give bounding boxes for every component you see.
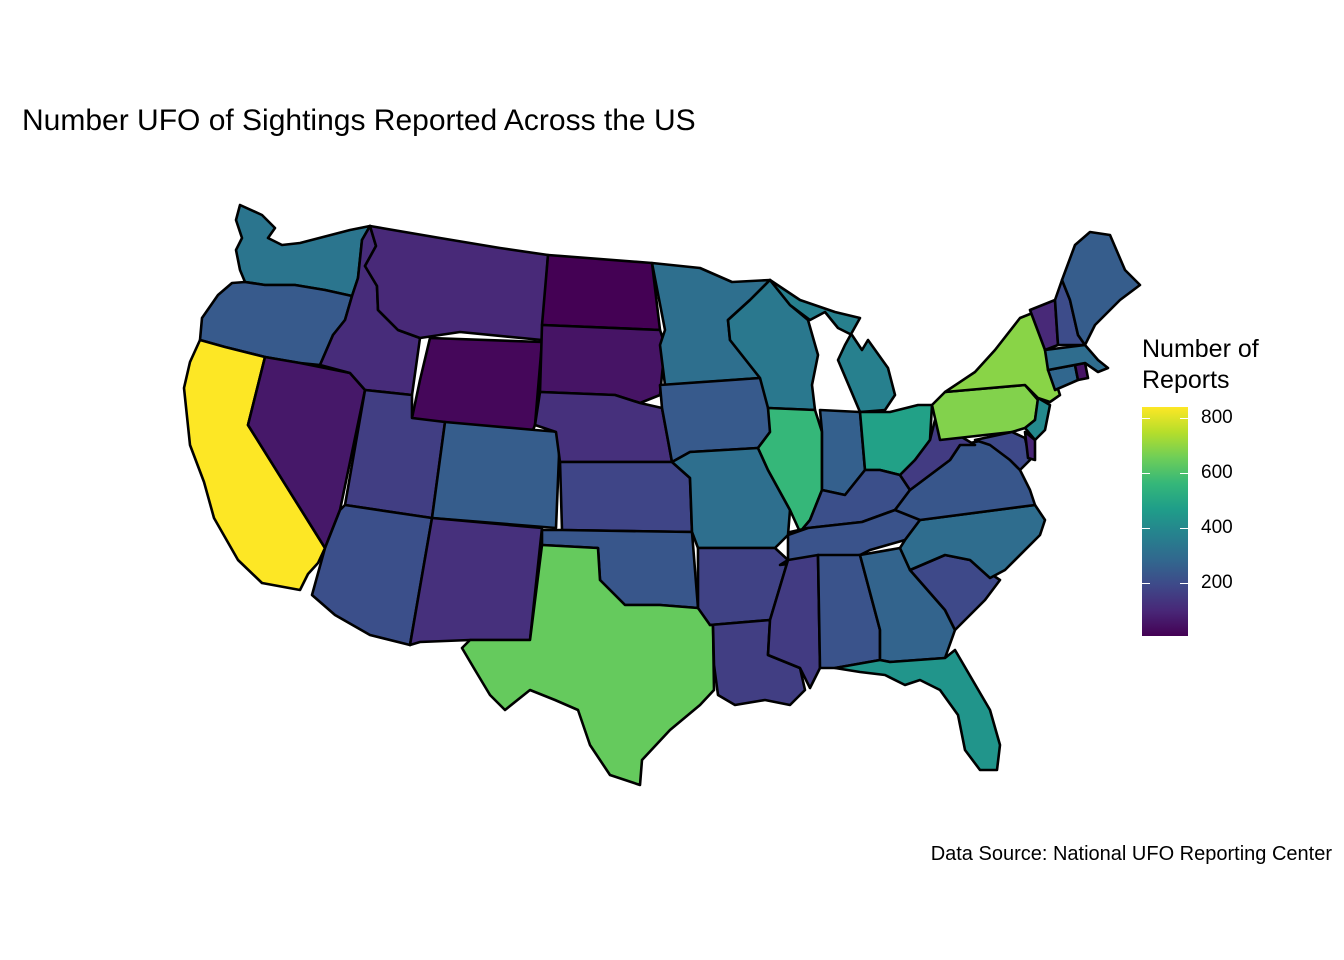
state-north-dakota <box>540 253 662 332</box>
state-maine <box>1060 230 1142 347</box>
legend-tick-mark <box>1142 472 1188 474</box>
legend-title-line2: Reports <box>1142 366 1230 394</box>
state-washington <box>234 203 372 298</box>
legend-tick-mark <box>1142 417 1188 419</box>
legend-title-line1: Number of <box>1142 335 1259 363</box>
state-massachusetts <box>1043 343 1110 374</box>
legend-tick-mark <box>1142 582 1188 584</box>
state-south-dakota <box>538 323 667 405</box>
state-new-mexico <box>408 516 544 647</box>
state-new-jersey <box>1023 396 1052 442</box>
state-montana <box>363 224 550 342</box>
map-title: Number UFO of Sightings Reported Across … <box>22 104 696 137</box>
state-florida <box>833 648 1002 772</box>
legend-tick-label: 600 <box>1201 461 1233 483</box>
state-colorado <box>430 420 562 530</box>
state-maryland <box>973 430 1032 472</box>
legend-color-bar <box>1142 407 1188 636</box>
legend-title: Number of Reports <box>1142 334 1259 396</box>
legend-tick-mark <box>1142 527 1188 529</box>
state-michigan <box>768 278 897 414</box>
state-nevada <box>246 355 367 550</box>
legend-tick-label: 400 <box>1201 516 1233 538</box>
state-pennsylvania <box>930 383 1040 442</box>
legend-tick-label: 800 <box>1201 406 1233 428</box>
legend-tick-label: 200 <box>1201 571 1233 593</box>
state-mississippi <box>766 553 822 690</box>
data-source-caption: Data Source: National UFO Reporting Cent… <box>930 843 1332 865</box>
state-kansas <box>558 460 694 534</box>
state-texas <box>460 543 716 787</box>
